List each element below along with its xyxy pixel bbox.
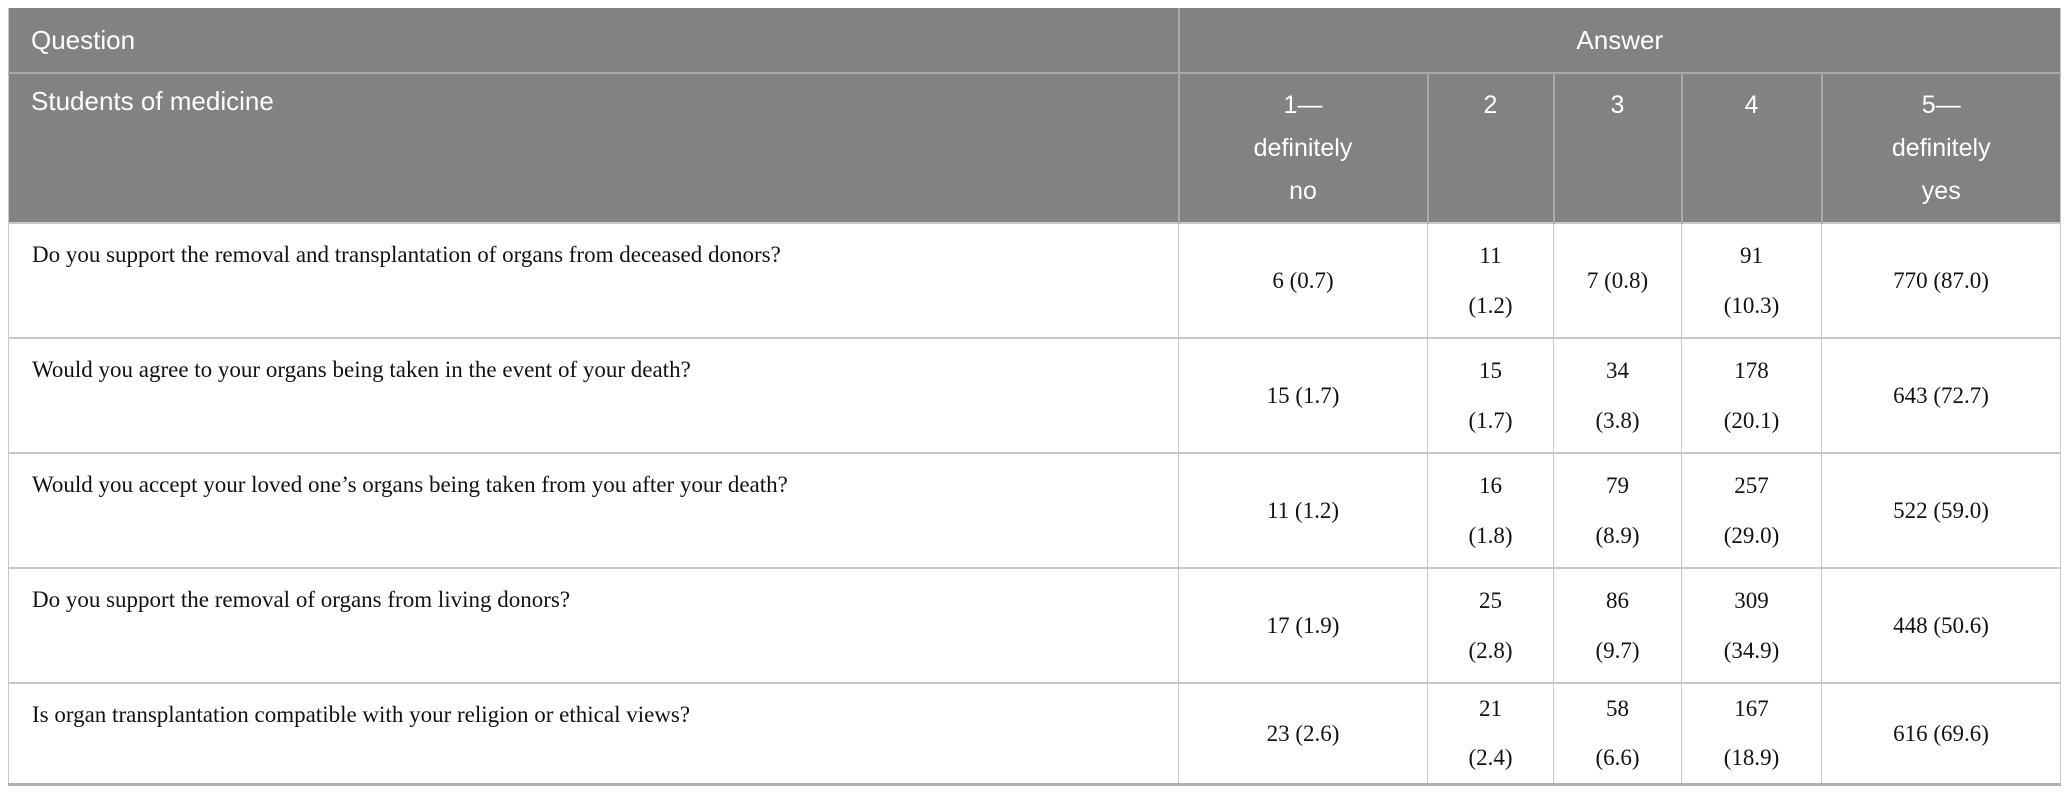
question-cell: Do you support the removal of organs fro…: [8, 567, 1179, 683]
answer-cell: 178 (20.1): [1681, 337, 1822, 453]
table-row: Would you accept your loved one’s organs…: [8, 452, 2061, 568]
answer-cell: 11 (1.2): [1427, 222, 1554, 338]
column-header-question: Question: [8, 8, 1180, 74]
answer-cell: 15 (1.7): [1178, 337, 1428, 453]
answer-cell: 522 (59.0): [1821, 452, 2061, 568]
subheader-students-of-medicine: Students of medicine: [8, 73, 1180, 223]
answer-cell: 58 (6.6): [1553, 681, 1682, 785]
question-cell: Would you agree to your organs being tak…: [8, 337, 1179, 453]
scale-header-1-definitely-no: 1— definitely no: [1178, 73, 1428, 223]
table-row: Is organ transplantation compatible with…: [8, 681, 2061, 785]
answer-cell: 11 (1.2): [1178, 452, 1428, 568]
answer-cell: 7 (0.8): [1553, 222, 1682, 338]
answer-cell: 86 (9.7): [1553, 567, 1682, 683]
answer-cell: 17 (1.9): [1178, 567, 1428, 683]
answer-cell: 448 (50.6): [1821, 567, 2061, 683]
answer-cell: 167 (18.9): [1681, 681, 1822, 785]
answer-cell: 15 (1.7): [1427, 337, 1554, 453]
answer-cell: 770 (87.0): [1821, 222, 2061, 338]
answer-cell: 23 (2.6): [1178, 681, 1428, 785]
scale-header-2: 2: [1426, 73, 1554, 223]
survey-results-table: Question Answer Students of medicine 1— …: [8, 8, 2061, 786]
table-row: Do you support the removal and transplan…: [8, 222, 2061, 338]
question-cell: Would you accept your loved one’s organs…: [8, 452, 1179, 568]
answer-cell: 25 (2.8): [1427, 567, 1554, 683]
answer-cell: 616 (69.6): [1821, 681, 2061, 785]
table-row: Do you support the removal of organs fro…: [8, 567, 2061, 683]
answer-cell: 643 (72.7): [1821, 337, 2061, 453]
answer-cell: 21 (2.4): [1427, 681, 1554, 785]
header-row-top: Question Answer: [8, 8, 2061, 74]
scale-header-4: 4: [1680, 73, 1822, 223]
answer-cell: 34 (3.8): [1553, 337, 1682, 453]
answer-cell: 91 (10.3): [1681, 222, 1822, 338]
answer-cell: 257 (29.0): [1681, 452, 1822, 568]
answer-cell: 79 (8.9): [1553, 452, 1682, 568]
answer-cell: 309 (34.9): [1681, 567, 1822, 683]
question-cell: Is organ transplantation compatible with…: [8, 681, 1179, 785]
column-header-answer: Answer: [1178, 8, 2061, 74]
answer-cell: 16 (1.8): [1427, 452, 1554, 568]
scale-header-3: 3: [1552, 73, 1682, 223]
answer-cell: 6 (0.7): [1178, 222, 1428, 338]
question-cell: Do you support the removal and transplan…: [8, 222, 1179, 338]
table-row: Would you agree to your organs being tak…: [8, 337, 2061, 453]
scale-header-5-definitely-yes: 5— definitely yes: [1820, 73, 2061, 223]
header-row-scale: Students of medicine 1— definitely no 2 …: [8, 73, 2061, 223]
